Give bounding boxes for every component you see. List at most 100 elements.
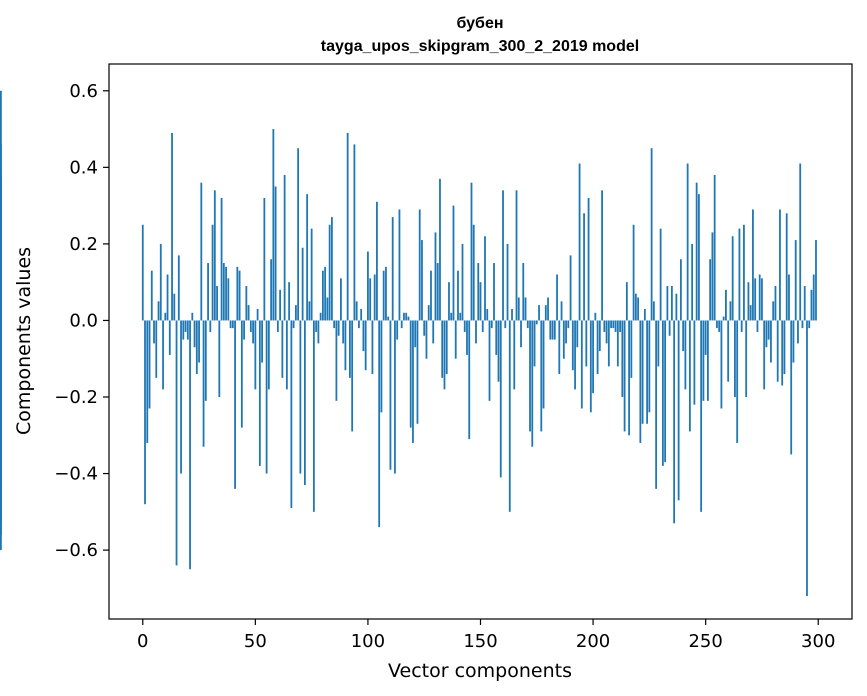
bar: [520, 320, 522, 348]
bar: [725, 289, 727, 321]
bar: [400, 320, 403, 329]
bar: [380, 320, 383, 413]
x-tick-label: 200: [576, 631, 610, 652]
bar: [713, 175, 716, 321]
bar: [495, 320, 498, 355]
bar: [661, 320, 664, 466]
bar: [815, 240, 817, 321]
bar: [646, 320, 649, 424]
bar: [614, 320, 617, 332]
bar: [603, 320, 606, 332]
bar: [574, 320, 576, 390]
bar: [238, 270, 241, 321]
bar: [754, 278, 757, 321]
bar: [290, 320, 293, 508]
bar: [734, 320, 736, 397]
bar: [788, 274, 790, 321]
bar: [740, 320, 743, 332]
bar: [297, 148, 300, 321]
bar: [709, 259, 712, 321]
bar: [540, 320, 543, 432]
bar: [743, 224, 745, 321]
bar: [360, 308, 363, 321]
bar: [589, 320, 592, 413]
bar: [231, 320, 234, 329]
bar: [382, 270, 385, 321]
bar: [182, 320, 185, 340]
bar: [538, 305, 540, 321]
bar: [409, 320, 412, 428]
bar: [0, 320, 2, 551]
bar: [261, 320, 263, 363]
bar: [209, 320, 212, 332]
bar: [432, 320, 435, 344]
bar: [797, 320, 799, 344]
bar: [553, 320, 556, 340]
bar: [522, 263, 525, 321]
bar: [731, 236, 734, 321]
bar: [403, 312, 405, 321]
bar: [702, 320, 705, 401]
bar: [328, 224, 331, 321]
bar: [288, 282, 291, 321]
y-tick-label: 0.2: [69, 234, 98, 255]
x-tick-label: 100: [351, 631, 385, 652]
bar: [623, 320, 626, 432]
bar: [220, 197, 223, 321]
bar: [340, 278, 342, 321]
bar: [628, 320, 630, 436]
bar: [319, 312, 322, 321]
chart-title: бубен: [456, 15, 503, 32]
bar: [306, 194, 309, 321]
bar: [227, 278, 230, 321]
bar: [175, 320, 178, 566]
bar: [657, 320, 660, 367]
bar: [0, 201, 2, 321]
bar: [351, 320, 354, 432]
bar: [700, 320, 703, 512]
bar: [344, 320, 347, 371]
bar: [499, 320, 502, 478]
bar: [716, 320, 718, 329]
bar: [808, 320, 811, 329]
bar: [526, 320, 529, 329]
bar: [666, 286, 669, 321]
bar: [364, 320, 367, 371]
bar: [774, 286, 777, 321]
bar: [358, 320, 360, 329]
bar: [792, 320, 795, 363]
bar: [457, 270, 459, 321]
bar: [346, 132, 349, 321]
bar: [770, 320, 772, 363]
bar: [267, 320, 270, 390]
bar: [639, 320, 642, 443]
bar: [430, 270, 432, 321]
bar: [781, 320, 784, 386]
bar: [256, 308, 259, 321]
bar: [515, 190, 518, 321]
bar: [643, 308, 646, 321]
bar: [204, 320, 207, 401]
bar: [806, 320, 808, 597]
bar: [556, 274, 558, 321]
bar: [558, 320, 561, 375]
bar: [162, 320, 164, 390]
bar: [254, 320, 257, 390]
bar: [749, 305, 752, 321]
bar: [470, 182, 473, 321]
bar: [596, 320, 599, 375]
bar: [468, 320, 471, 440]
bar: [157, 301, 160, 321]
bar: [191, 312, 194, 321]
bar: [281, 320, 284, 378]
bar: [315, 320, 318, 332]
y-axis: 0.6 0.4 0.2 0.0 −0.2 −0.4 −0.6: [54, 81, 109, 561]
bar: [637, 297, 640, 321]
bar: [342, 320, 345, 344]
bar: [153, 320, 155, 344]
bar: [407, 316, 410, 321]
bar: [155, 320, 158, 378]
bar: [670, 286, 673, 321]
bar: [772, 301, 775, 321]
